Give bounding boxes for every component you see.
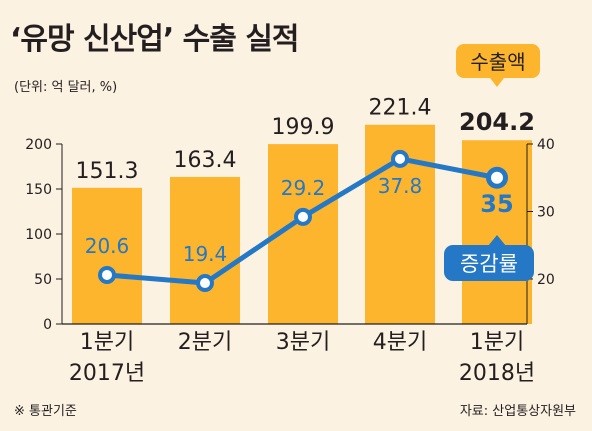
data-labels-layer: 151.3 163.4 199.9 221.4 204.2 20.6 19.4 29.2 37.… [76,96,535,266]
left-tick-label: 150 [25,182,52,198]
chart-title: ‘유망 신산업’ 수출 실적 [10,22,300,57]
legend-rate-label: 증감률 [460,252,518,276]
left-tick-label: 0 [43,317,52,333]
legend-rate-pointer [488,235,506,246]
axes-layer: 0 50 100 150 200 20 30 40 1분기 2017년 2분기 3분기 4분기 1분기 20… [25,137,555,386]
legend-export-pointer [490,78,504,87]
category-label: 1분기 [470,330,524,355]
legend-export-box [456,44,540,78]
bar-value-label: 204.2 [459,108,535,136]
bar [72,187,142,324]
left-tick-label: 100 [25,227,52,243]
line-value-label: 29.2 [281,176,326,200]
category-label: 2017년 [69,361,145,386]
right-tick-label: 40 [537,137,555,153]
line-point [294,207,312,226]
line-point-highlight-inner [491,171,503,184]
bar-value-label: 221.4 [369,96,432,121]
bar [170,176,240,324]
source-credit: 자료: 산업통상자원부 [459,404,576,419]
legend-export-label: 수출액 [470,50,525,74]
line-point [196,274,214,293]
category-label: 2018년 [459,361,535,386]
line-value-label: 35 [480,190,513,218]
bar-value-label: 199.9 [272,115,335,140]
line-value-label: 20.6 [85,234,130,258]
category-label: 2분기 [178,330,232,355]
line-point [98,265,116,284]
category-label: 3분기 [276,330,330,355]
category-label: 1분기 [80,330,134,355]
line-layer [98,149,508,293]
line-value-label: 19.4 [183,242,228,266]
category-label: 4분기 [373,330,427,355]
left-tick-label: 200 [25,137,52,153]
right-tick-label: 20 [537,272,555,288]
line-point [391,149,409,168]
unit-note: (단위: 억 달러, %) [14,80,118,95]
bar-value-label: 163.4 [174,148,237,173]
right-tick-label: 30 [537,205,555,221]
legend-rate-box [444,245,534,281]
left-tick-label: 50 [34,272,52,288]
bar-value-label: 151.3 [76,159,139,184]
line-value-label: 37.8 [378,174,423,198]
footnote: ※ 통관기준 [14,404,77,419]
